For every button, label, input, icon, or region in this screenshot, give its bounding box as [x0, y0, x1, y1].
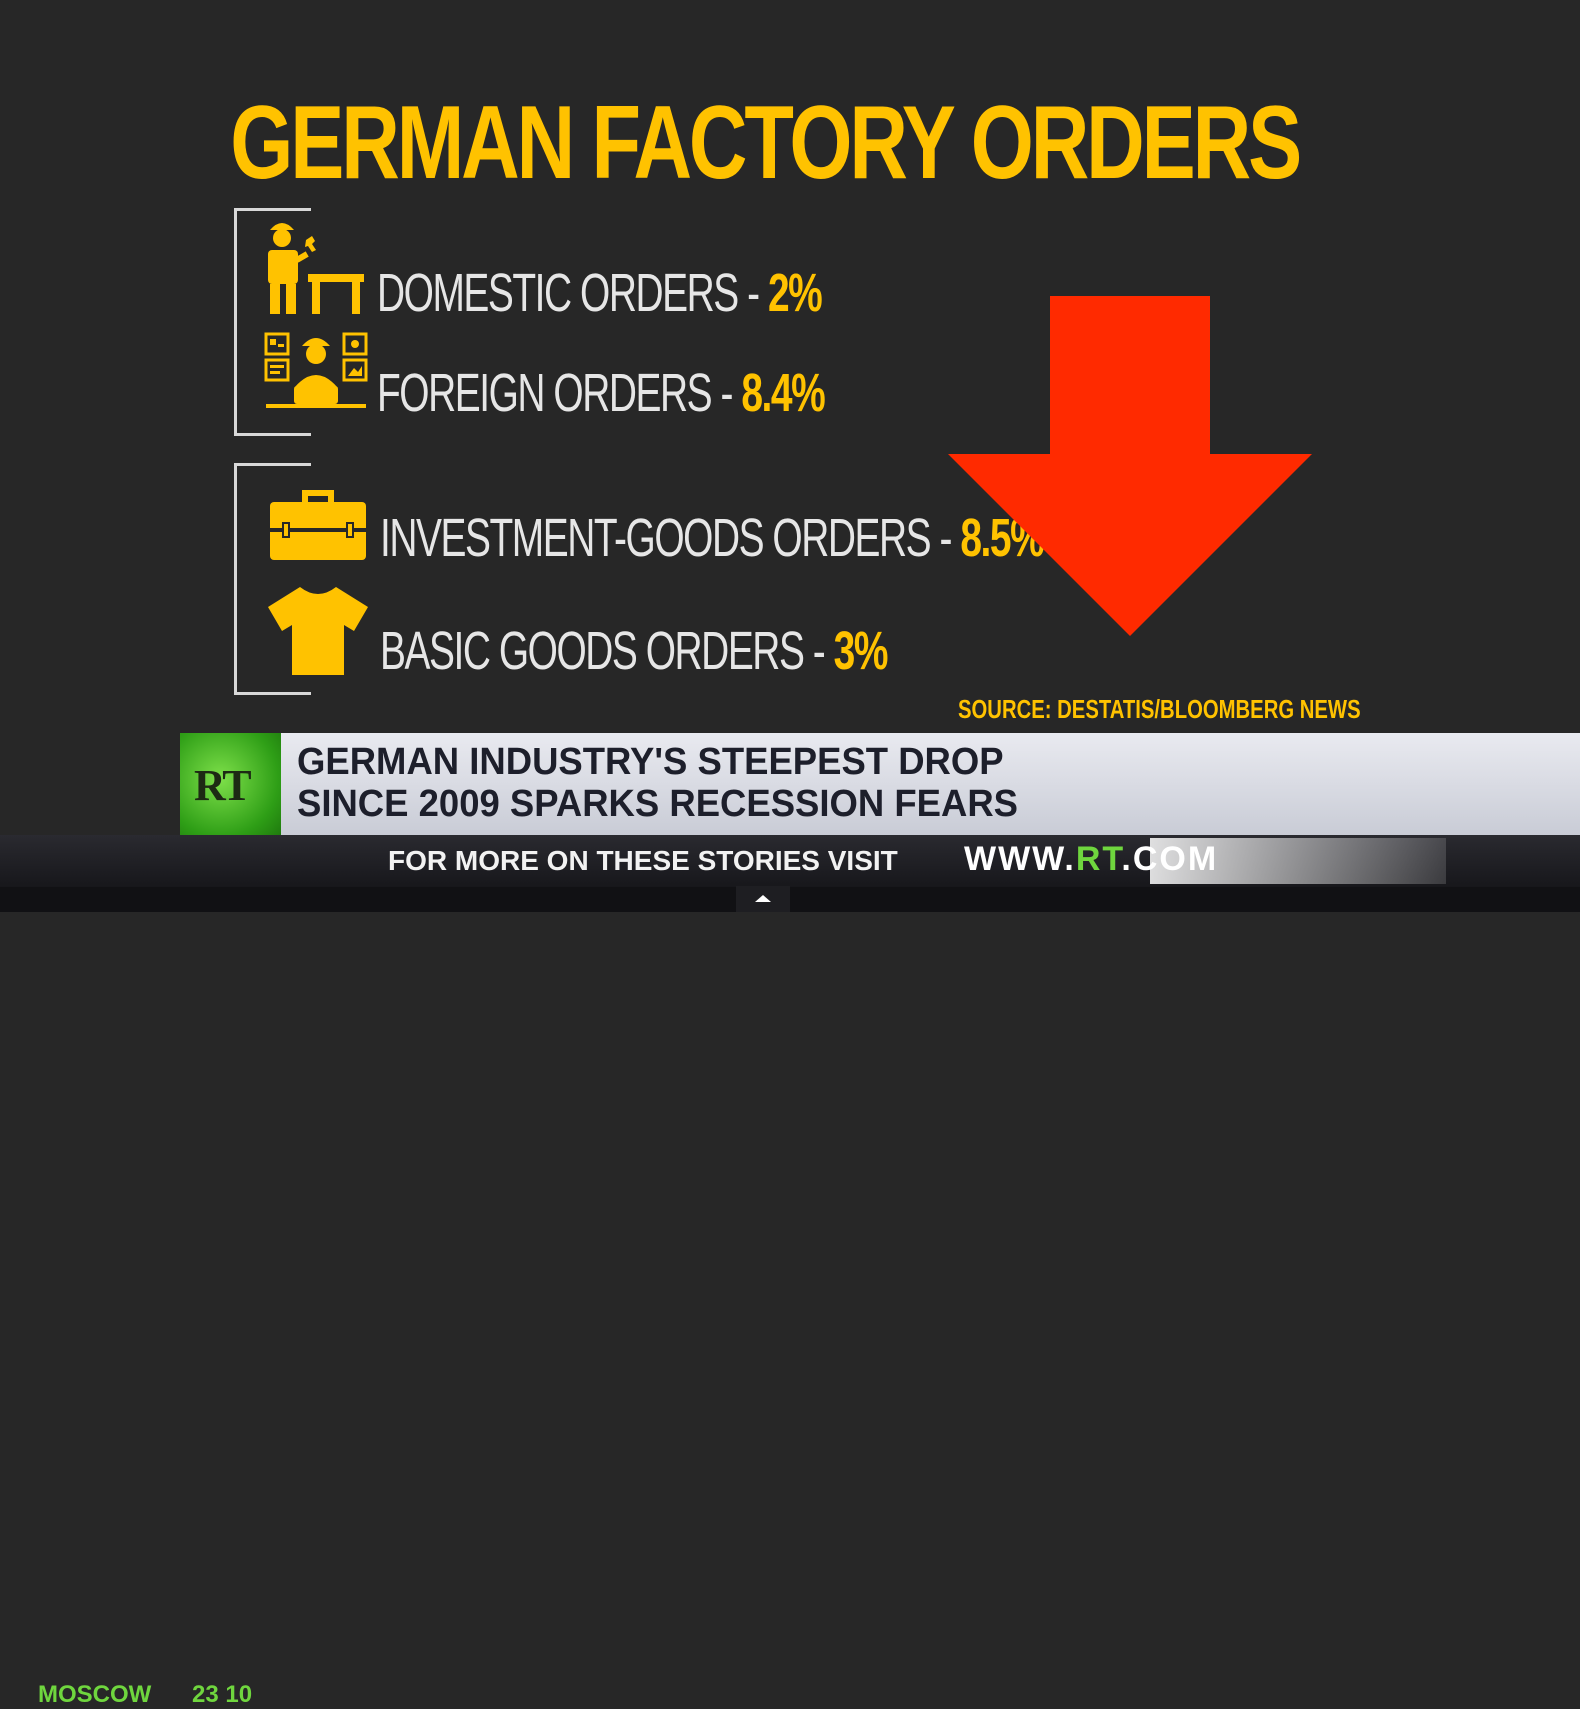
foreign-orders-value: 8.4%: [741, 363, 825, 423]
source-note: SOURCE: DESTATIS/BLOOMBERG NEWS: [958, 694, 1361, 724]
down-arrow-icon: [948, 296, 1312, 636]
chevron-up-icon[interactable]: [736, 886, 790, 912]
headline-line-1: GERMAN INDUSTRY'S STEEPEST DROP: [297, 741, 1004, 783]
headline-line-2: SINCE 2009 SPARKS RECESSION FEARS: [297, 783, 1019, 825]
rt-logo: [180, 733, 281, 835]
engineer-at-screens-icon: [264, 332, 368, 408]
page-title: GERMAN FACTORY ORDERS: [230, 85, 1302, 201]
player-bottom-strip: [0, 887, 1580, 912]
rt-logo-text: RT: [194, 761, 252, 810]
infographic: GERMAN FACTORY ORDERS: [0, 85, 1580, 1708]
website-url: WWW.RT.COM: [964, 840, 1218, 879]
basic-goods-orders-label: BASIC GOODS ORDERS -: [380, 621, 834, 681]
foreign-orders-label: FOREIGN ORDERS -: [377, 363, 742, 423]
url-prefix: WWW.: [964, 840, 1076, 878]
lower-third-banner: [180, 733, 1580, 835]
basic-goods-orders-value: 3%: [833, 621, 889, 681]
tshirt-icon: [268, 587, 368, 675]
ticker-city: MOSCOW: [38, 1681, 152, 1708]
domestic-orders-label: DOMESTIC ORDERS -: [377, 263, 768, 323]
briefcase-icon: [270, 490, 366, 560]
url-suffix: .COM: [1121, 840, 1219, 878]
investment-goods-orders-row: INVESTMENT-GOODS ORDERS - 8.5%: [380, 507, 1045, 569]
ticker-time: 23 10: [192, 1681, 253, 1708]
ticker-message: FOR MORE ON THESE STORIES VISIT: [388, 845, 898, 876]
news-headline: GERMAN INDUSTRY'S STEEPEST DROP SINCE 20…: [297, 741, 1018, 825]
worker-with-wrench-icon: [268, 223, 364, 314]
ticker-shine: [1150, 838, 1446, 884]
domestic-orders-row: DOMESTIC ORDERS - 2%: [377, 262, 823, 324]
foreign-orders-row: FOREIGN ORDERS - 8.4%: [377, 362, 826, 424]
bracket-top: [234, 208, 311, 436]
basic-goods-orders-row: BASIC GOODS ORDERS - 3%: [380, 620, 889, 682]
bracket-bottom: [234, 463, 311, 695]
investment-goods-orders-label: INVESTMENT-GOODS ORDERS -: [380, 508, 961, 568]
domestic-orders-value: 2%: [767, 263, 823, 323]
url-brand: RT: [1075, 840, 1122, 878]
